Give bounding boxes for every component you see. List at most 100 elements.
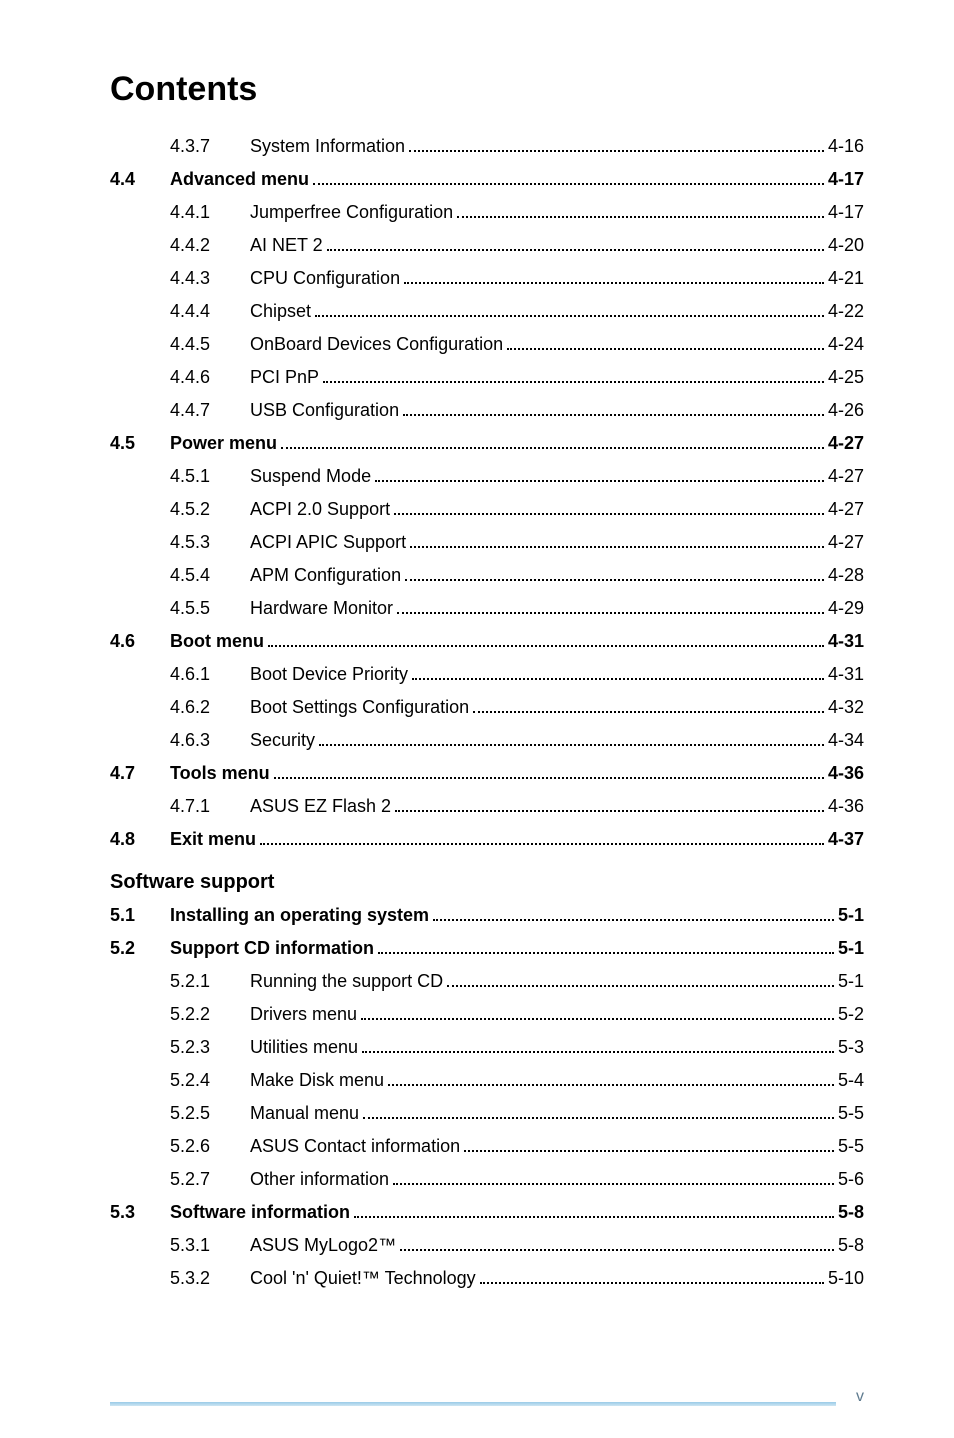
- subsection-number: 5.2.5: [170, 1100, 250, 1127]
- toc-line: 4.6.2Boot Settings Configuration 4-32: [110, 694, 864, 721]
- page-title: Contents: [110, 70, 864, 109]
- toc-section-line: 4.7Tools menu 4-36: [110, 760, 864, 787]
- page-ref: 4-36: [828, 793, 864, 820]
- leader-dots: [260, 843, 824, 845]
- leader-dots: [361, 1018, 834, 1020]
- entry-label: USB Configuration: [250, 397, 399, 424]
- leader-dots: [354, 1216, 834, 1218]
- entry-label: Chipset: [250, 298, 311, 325]
- toc-line: 4.4.7USB Configuration 4-26: [110, 397, 864, 424]
- entry-label: Manual menu: [250, 1100, 359, 1127]
- subsection-number: 4.3.7: [170, 133, 250, 160]
- entry-label: Other information: [250, 1166, 389, 1193]
- page-ref: 5-2: [838, 1001, 864, 1028]
- subsection-number: 4.7.1: [170, 793, 250, 820]
- leader-dots: [268, 645, 824, 647]
- toc-line: 4.4.4Chipset 4-22: [110, 298, 864, 325]
- page-ref: 5-3: [838, 1034, 864, 1061]
- toc-line: 4.5.2ACPI 2.0 Support 4-27: [110, 496, 864, 523]
- toc-line: 5.2.3Utilities menu 5-3: [110, 1034, 864, 1061]
- entry-label: Boot menu: [170, 628, 264, 655]
- section-number: 4.6: [110, 628, 170, 655]
- toc-line: 5.2.5Manual menu 5-5: [110, 1100, 864, 1127]
- toc-line: 4.6.3Security 4-34: [110, 727, 864, 754]
- leader-dots: [378, 952, 834, 954]
- leader-dots: [397, 612, 824, 614]
- toc-block-2: 5.1Installing an operating system 5-15.2…: [110, 902, 864, 1292]
- toc-line: 5.2.4Make Disk menu 5-4: [110, 1067, 864, 1094]
- toc-section-line: 4.4Advanced menu 4-17: [110, 166, 864, 193]
- leader-dots: [393, 1183, 834, 1185]
- page-ref: 4-32: [828, 694, 864, 721]
- page-ref: 5-1: [838, 968, 864, 995]
- section-number: 4.4: [110, 166, 170, 193]
- page-ref: 4-34: [828, 727, 864, 754]
- entry-label: Utilities menu: [250, 1034, 358, 1061]
- page-ref: 4-29: [828, 595, 864, 622]
- subsection-number: 4.4.4: [170, 298, 250, 325]
- entry-label: AI NET 2: [250, 232, 323, 259]
- entry-label: Exit menu: [170, 826, 256, 853]
- entry-label: Make Disk menu: [250, 1067, 384, 1094]
- subsection-number: 5.2.7: [170, 1166, 250, 1193]
- toc-section-line: 4.5Power menu 4-27: [110, 430, 864, 457]
- subsection-number: 4.6.3: [170, 727, 250, 754]
- page-ref: 5-4: [838, 1067, 864, 1094]
- leader-dots: [412, 678, 824, 680]
- page-ref: 5-1: [838, 902, 864, 929]
- toc-line: 4.4.3CPU Configuration 4-21: [110, 265, 864, 292]
- footer: v: [0, 1376, 954, 1406]
- subsection-number: 4.5.4: [170, 562, 250, 589]
- section-number: 5.3: [110, 1199, 170, 1226]
- toc-section-line: 5.1Installing an operating system 5-1: [110, 902, 864, 929]
- page-ref: 4-24: [828, 331, 864, 358]
- chapter-heading: Software support: [110, 871, 864, 894]
- page-ref: 4-25: [828, 364, 864, 391]
- page-ref: 4-28: [828, 562, 864, 589]
- entry-label: Suspend Mode: [250, 463, 371, 490]
- page-ref: 4-37: [828, 826, 864, 853]
- entry-label: Installing an operating system: [170, 902, 429, 929]
- leader-dots: [507, 348, 824, 350]
- subsection-number: 4.6.2: [170, 694, 250, 721]
- subsection-number: 4.4.5: [170, 331, 250, 358]
- toc-line: 4.4.6PCI PnP 4-25: [110, 364, 864, 391]
- page-ref: 5-10: [828, 1265, 864, 1292]
- leader-dots: [404, 282, 824, 284]
- section-number: 5.1: [110, 902, 170, 929]
- page-content: Contents 4.3.7System Information 4-16 4.4…: [0, 0, 954, 1292]
- subsection-number: 5.3.2: [170, 1265, 250, 1292]
- leader-dots: [375, 480, 824, 482]
- subsection-number: 4.4.3: [170, 265, 250, 292]
- subsection-number: 5.2.1: [170, 968, 250, 995]
- subsection-number: 5.2.6: [170, 1133, 250, 1160]
- entry-label: PCI PnP: [250, 364, 319, 391]
- entry-label: Support CD information: [170, 935, 374, 962]
- toc-line: 5.2.1Running the support CD 5-1: [110, 968, 864, 995]
- leader-dots: [464, 1150, 834, 1152]
- toc-line: 4.3.7System Information 4-16: [110, 133, 864, 160]
- entry-label: ASUS Contact information: [250, 1133, 460, 1160]
- entry-label: System Information: [250, 133, 405, 160]
- subsection-number: 4.5.2: [170, 496, 250, 523]
- page-ref: 4-17: [828, 166, 864, 193]
- entry-label: Boot Device Priority: [250, 661, 408, 688]
- page-ref: 5-5: [838, 1133, 864, 1160]
- subsection-number: 4.5.5: [170, 595, 250, 622]
- leader-dots: [319, 744, 824, 746]
- subsection-number: 5.2.4: [170, 1067, 250, 1094]
- page-ref: 4-27: [828, 496, 864, 523]
- leader-dots: [388, 1084, 834, 1086]
- subsection-number: 4.6.1: [170, 661, 250, 688]
- entry-label: APM Configuration: [250, 562, 401, 589]
- entry-label: Tools menu: [170, 760, 270, 787]
- entry-label: Security: [250, 727, 315, 754]
- entry-label: ASUS EZ Flash 2: [250, 793, 391, 820]
- toc-line: 4.5.1Suspend Mode 4-27: [110, 463, 864, 490]
- leader-dots: [405, 579, 824, 581]
- entry-label: ACPI 2.0 Support: [250, 496, 390, 523]
- page-ref: 5-1: [838, 935, 864, 962]
- toc-line: 4.5.5Hardware Monitor 4-29: [110, 595, 864, 622]
- toc-line: 4.5.3ACPI APIC Support 4-27: [110, 529, 864, 556]
- entry-label: OnBoard Devices Configuration: [250, 331, 503, 358]
